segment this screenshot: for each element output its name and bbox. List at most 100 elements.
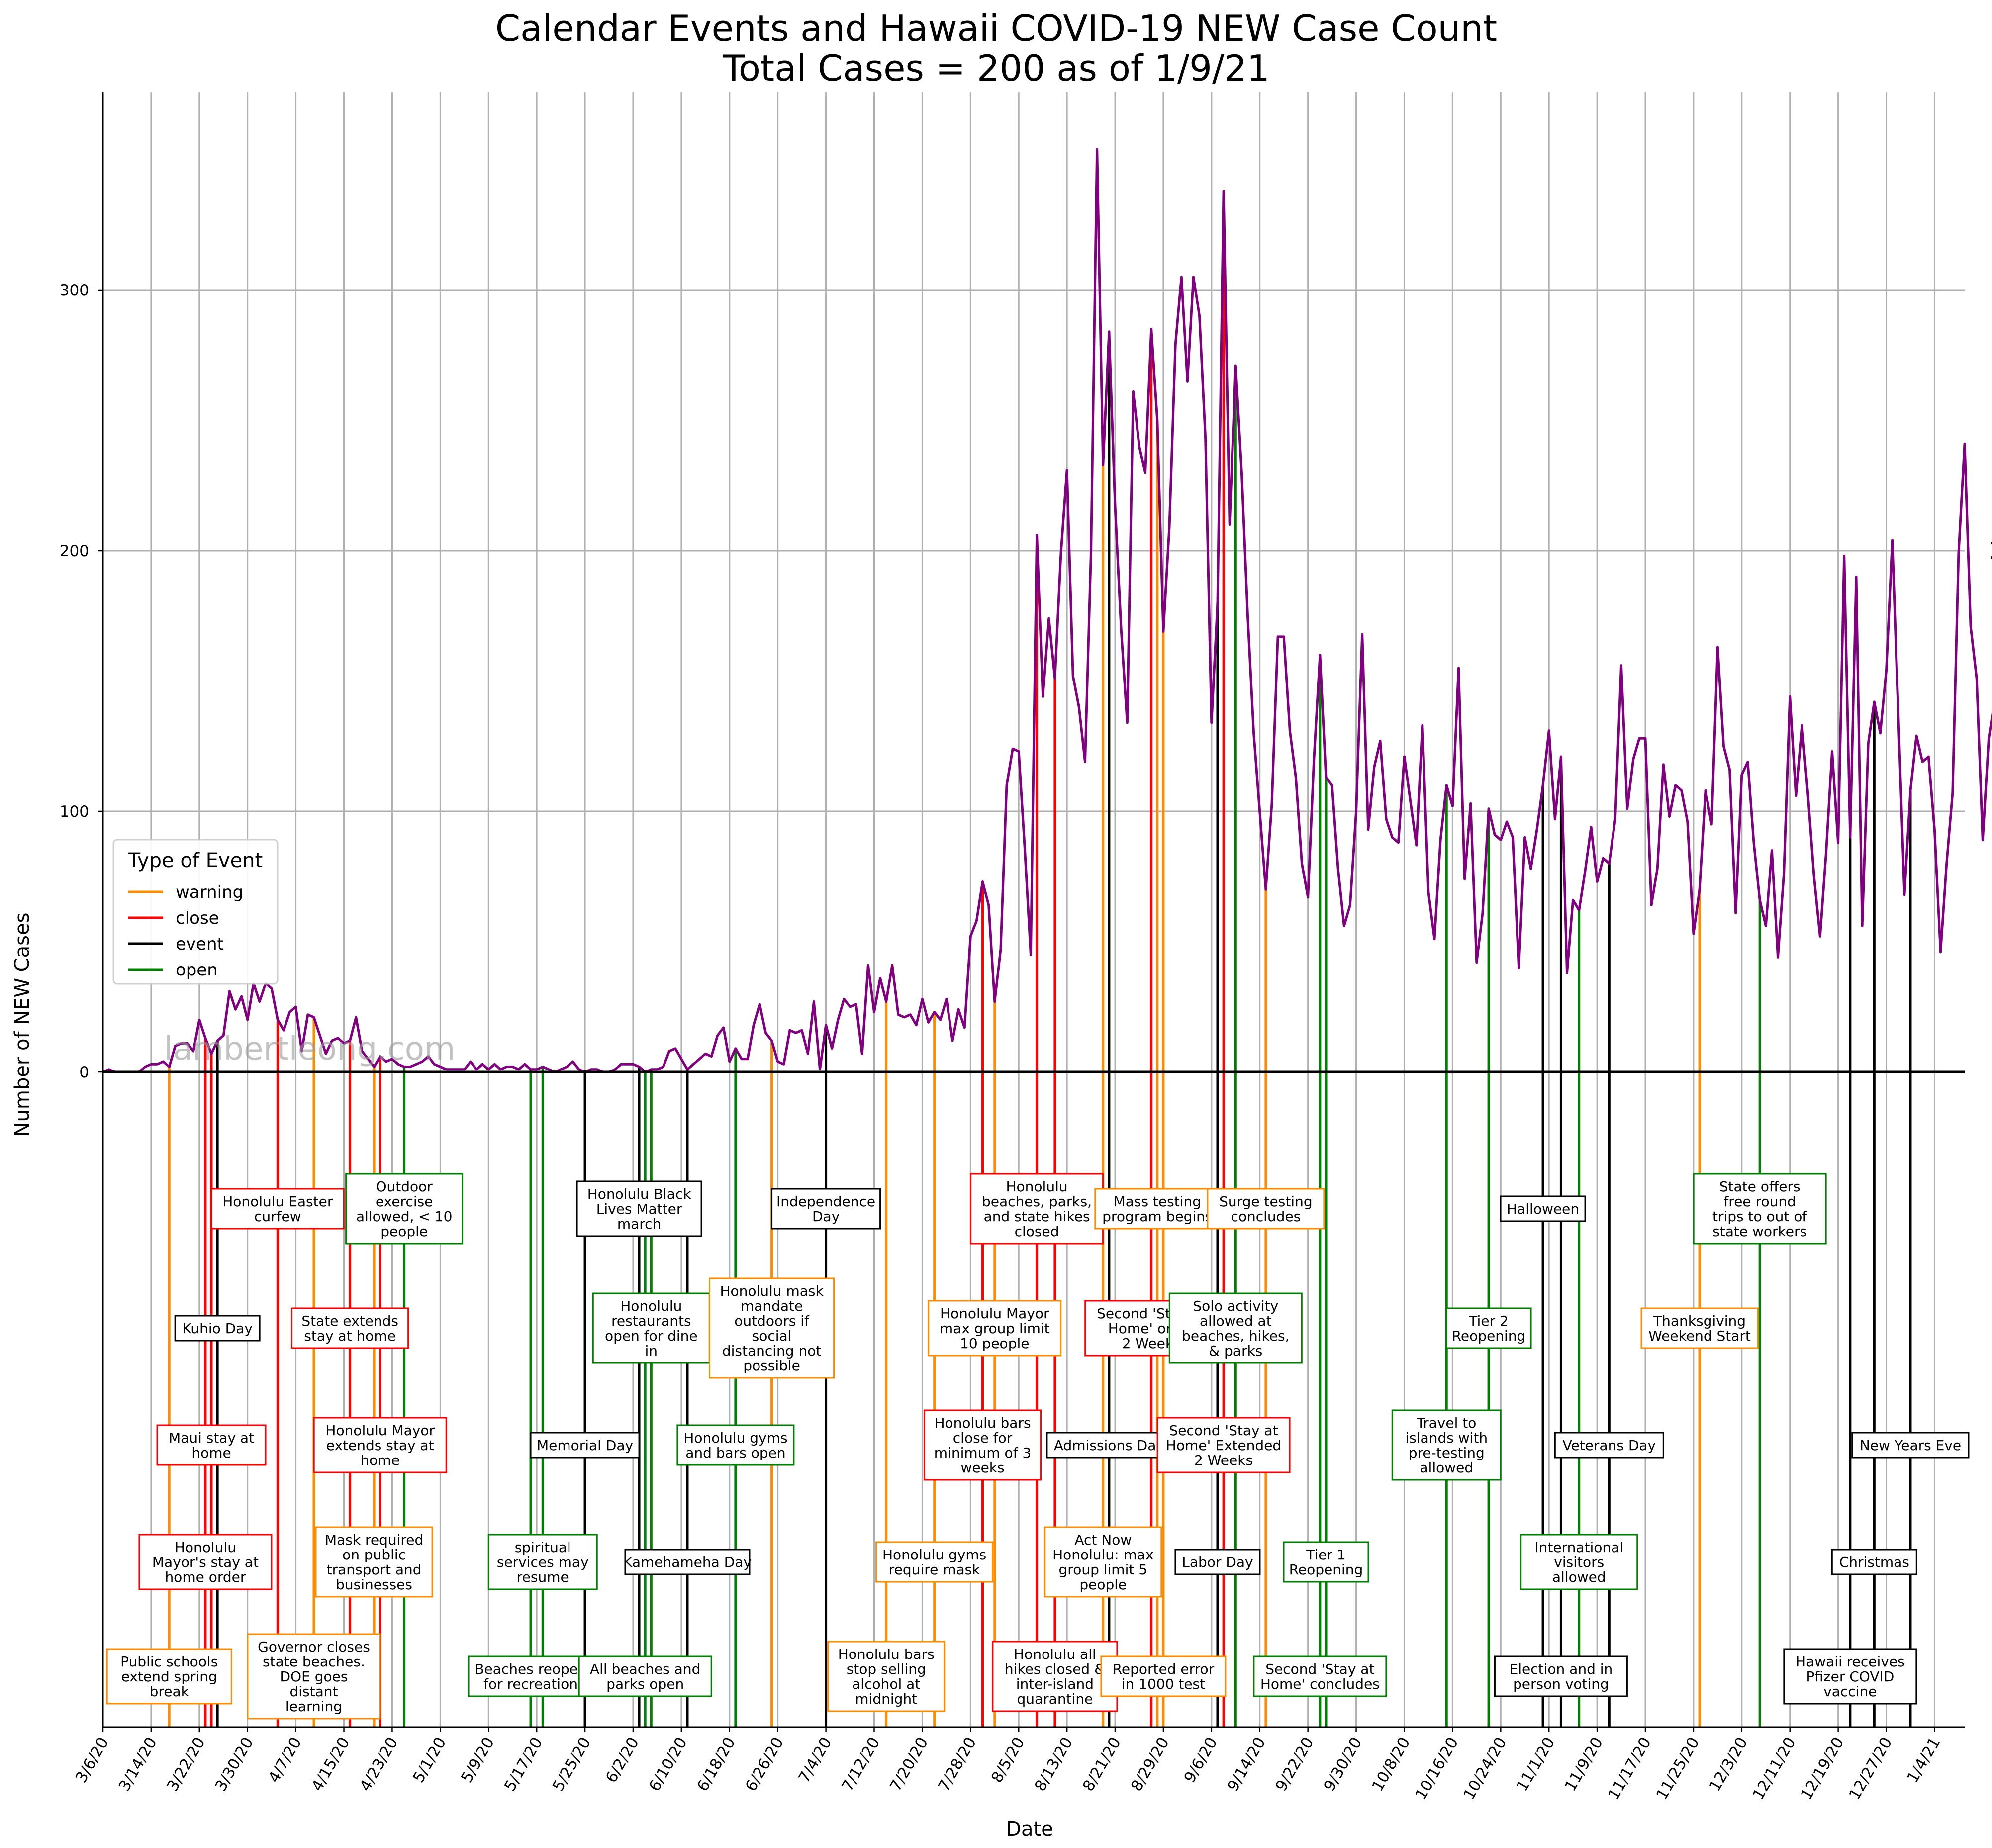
event-annotation-box bbox=[1044, 1526, 1162, 1598]
event-annotation-text: Honolulu Mayor bbox=[325, 1422, 435, 1439]
event-annotation-text: home order bbox=[165, 1569, 246, 1585]
x-axis-label: Date bbox=[1006, 1818, 1053, 1841]
y-tick-label: 200 bbox=[60, 542, 89, 560]
event-annotation-text: Lives Matter bbox=[596, 1201, 682, 1217]
event-annotation-box bbox=[1851, 1432, 1970, 1459]
event-annotation-box bbox=[1640, 1307, 1759, 1349]
y-tick-label: 0 bbox=[79, 1064, 89, 1081]
event-annotation-box bbox=[1831, 1549, 1917, 1575]
event-annotation-text: midnight bbox=[855, 1691, 917, 1707]
event-annotation-box bbox=[992, 1641, 1118, 1712]
event-annotation-box bbox=[1207, 1188, 1325, 1230]
event-annotation-text: march bbox=[617, 1216, 661, 1232]
series-line bbox=[102, 148, 1992, 1073]
event-annotation-text: stay at home bbox=[304, 1328, 396, 1344]
event-annotation-text: beaches, parks, bbox=[982, 1193, 1092, 1210]
event-annotation-text: social bbox=[752, 1328, 792, 1344]
event-annotation-text: 2 Weeks bbox=[1194, 1452, 1253, 1468]
event-annotation-box bbox=[106, 1648, 232, 1705]
event-annotation: Veterans Day bbox=[1554, 1432, 1664, 1459]
event-annotation-box bbox=[1783, 1648, 1917, 1705]
event-annotation-text: Christmas bbox=[1839, 1554, 1909, 1570]
series-layer bbox=[102, 148, 1992, 1073]
event-annotation-text: islands with bbox=[1405, 1430, 1488, 1446]
event-annotation-text: Honolulu: max bbox=[1052, 1547, 1153, 1563]
legend-entry: warning bbox=[176, 882, 243, 902]
event-annotation-box bbox=[313, 1417, 447, 1473]
event-annotation-text: Pfizer COVID bbox=[1806, 1668, 1894, 1685]
event-annotation-text: Veterans Day bbox=[1563, 1437, 1656, 1454]
event-annotation-box bbox=[578, 1655, 712, 1697]
event-annotation-text: Second 'Stay at bbox=[1169, 1422, 1278, 1439]
event-annotation-text: Mayor's stay at bbox=[152, 1554, 259, 1570]
event-annotation-text: on public bbox=[342, 1547, 406, 1563]
event-annotation-text: outdoors if bbox=[734, 1313, 810, 1329]
legend: Type of Event warning close event open bbox=[112, 839, 279, 985]
end-value-label: 200 bbox=[1989, 537, 1992, 565]
event-annotation-text: Admissions Day bbox=[1054, 1437, 1164, 1454]
event-annotation-box bbox=[1494, 1655, 1628, 1697]
event-annotation-text: Governor closes bbox=[258, 1639, 370, 1655]
event-annotation: Christmas bbox=[1831, 1549, 1917, 1575]
event-annotation-text: distant bbox=[289, 1683, 338, 1700]
event-annotation-text: close for bbox=[953, 1430, 1013, 1446]
y-tick-label: 300 bbox=[60, 282, 89, 299]
legend-box bbox=[112, 839, 279, 985]
event-annotation-text: home bbox=[191, 1445, 231, 1461]
event-annotation-box bbox=[1391, 1409, 1502, 1481]
event-annotation-box bbox=[875, 1541, 994, 1583]
event-annotation-box bbox=[771, 1188, 881, 1230]
event-annotation-text: & parks bbox=[1209, 1343, 1262, 1359]
event-annotation-text: Second 'Stay at bbox=[1265, 1661, 1374, 1677]
event-annotation-box bbox=[247, 1633, 381, 1720]
event-annotation-text: Public schools bbox=[120, 1653, 218, 1670]
event-annotation-box bbox=[576, 1180, 702, 1237]
event-annotation: Labor Day bbox=[1174, 1549, 1261, 1575]
event-annotation-text: Maui stay at bbox=[169, 1430, 254, 1446]
event-annotation-text: Honolulu gyms bbox=[882, 1547, 986, 1563]
legend-entry: open bbox=[176, 960, 218, 980]
event-annotation-text: distancing not bbox=[722, 1343, 821, 1359]
event-annotation-text: businesses bbox=[336, 1576, 412, 1593]
event-annotation-text: require mask bbox=[889, 1561, 980, 1578]
event-annotation-text: Honolulu bbox=[175, 1539, 236, 1556]
event-annotation-text: for recreation bbox=[483, 1676, 578, 1692]
event-annotation-box bbox=[924, 1409, 1042, 1481]
event-lines bbox=[168, 191, 1912, 1727]
event-annotation-text: Thanksgiving bbox=[1653, 1313, 1746, 1329]
event-annotation-text: allowed at bbox=[1200, 1313, 1272, 1329]
event-annotation-text: Reopening bbox=[1289, 1561, 1363, 1578]
event-annotation-text: State extends bbox=[301, 1313, 398, 1329]
event-annotation-text: group limit 5 bbox=[1059, 1561, 1148, 1578]
event-annotation-text: hikes closed & bbox=[1005, 1661, 1105, 1677]
event-annotation-text: Kamehameha Day bbox=[623, 1554, 752, 1570]
event-annotation-text: Memorial Day bbox=[537, 1437, 633, 1454]
event-annotation-box bbox=[1174, 1549, 1261, 1575]
event-annotation-text: allowed bbox=[1552, 1569, 1606, 1585]
event-annotation-box bbox=[1156, 1417, 1291, 1473]
event-annotation: Admissions Day bbox=[1046, 1432, 1172, 1459]
event-annotation-text: break bbox=[150, 1683, 190, 1700]
event-annotation-text: exercise bbox=[376, 1193, 433, 1210]
event-annotation-box bbox=[827, 1641, 946, 1712]
event-annotation-text: visitors bbox=[1554, 1554, 1604, 1570]
event-annotation-box bbox=[156, 1424, 267, 1466]
